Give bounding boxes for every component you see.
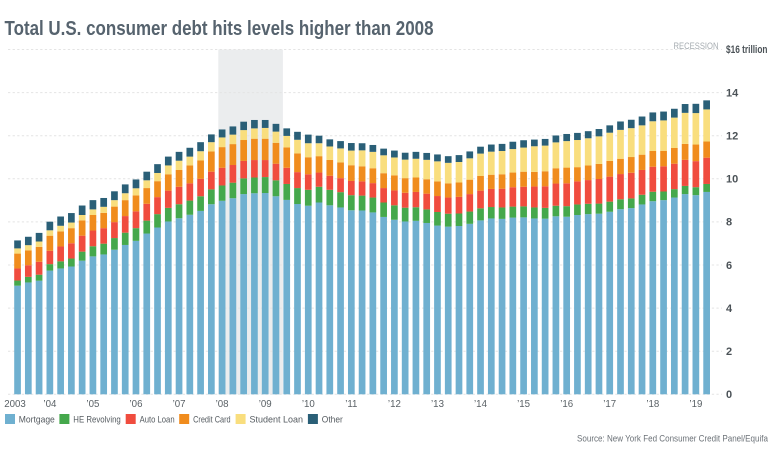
svg-text:’06: ’06: [130, 399, 143, 410]
svg-text:2003: 2003: [4, 399, 26, 410]
svg-text:’16: ’16: [560, 399, 573, 410]
svg-text:$16 trillion: $16 trillion: [726, 44, 768, 56]
svg-text:Credit Card: Credit Card: [193, 415, 231, 425]
svg-text:Source: New York Fed Consumer: Source: New York Fed Consumer Credit Pan…: [577, 434, 768, 444]
svg-text:’15: ’15: [517, 399, 530, 410]
svg-text:10: 10: [726, 174, 738, 186]
svg-text:’04: ’04: [43, 399, 57, 410]
svg-text:’13: ’13: [431, 399, 444, 410]
svg-text:8: 8: [726, 217, 732, 229]
svg-text:2: 2: [726, 346, 732, 358]
svg-text:’08: ’08: [216, 399, 229, 410]
svg-text:’05: ’05: [86, 399, 99, 410]
svg-text:’11: ’11: [345, 399, 357, 410]
svg-text:’19: ’19: [689, 399, 702, 410]
svg-text:12: 12: [726, 131, 738, 143]
svg-text:’17: ’17: [603, 399, 616, 410]
svg-text:Mortgage: Mortgage: [19, 415, 55, 425]
svg-text:’14: ’14: [474, 399, 488, 410]
svg-text:4: 4: [726, 303, 733, 315]
svg-text:6: 6: [726, 260, 732, 272]
svg-text:RECESSION: RECESSION: [674, 41, 719, 51]
svg-text:14: 14: [726, 87, 739, 99]
svg-text:’09: ’09: [259, 399, 272, 410]
svg-text:HE Revolving: HE Revolving: [73, 415, 121, 425]
svg-text:Auto Loan: Auto Loan: [140, 415, 175, 425]
svg-text:’18: ’18: [646, 399, 659, 410]
svg-text:Total U.S. consumer debt hits: Total U.S. consumer debt hits levels hig…: [5, 18, 434, 40]
svg-text:’07: ’07: [173, 399, 186, 410]
svg-text:’12: ’12: [388, 399, 401, 410]
svg-text:Other: Other: [322, 415, 343, 425]
svg-text:’10: ’10: [302, 399, 316, 410]
svg-text:Student Loan: Student Loan: [250, 415, 304, 425]
svg-text:0: 0: [726, 389, 732, 401]
